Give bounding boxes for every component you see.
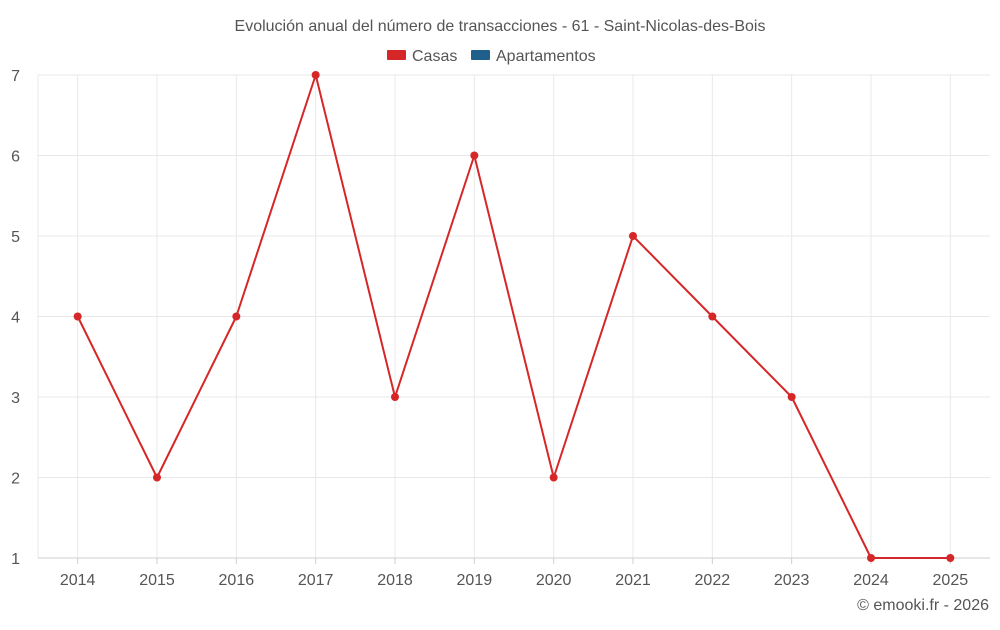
data-point-casas-2024[interactable] (867, 554, 875, 562)
x-tick-label: 2014 (60, 572, 96, 589)
chart-legend: Casas Apartamentos (387, 48, 596, 65)
data-point-casas-2014[interactable] (73, 312, 82, 321)
x-tick-label: 2018 (377, 572, 413, 589)
y-tick-label: 2 (11, 471, 20, 488)
legend-swatch-apartamentos (471, 50, 490, 60)
y-tick-label: 1 (11, 551, 20, 568)
data-point-casas-2021[interactable] (629, 232, 637, 240)
x-tick-label: 2017 (298, 572, 334, 589)
data-point-casas-2018[interactable] (391, 393, 399, 401)
x-tick-label: 2021 (615, 572, 651, 589)
legend-label-casas: Casas (412, 48, 457, 65)
data-point-casas-2016[interactable] (232, 312, 241, 321)
y-axis-tick-labels: 1 2 3 4 5 6 7 (11, 68, 20, 568)
y-tick-label: 5 (11, 229, 20, 246)
y-tick-label: 6 (11, 149, 20, 166)
x-tick-label: 2016 (219, 572, 255, 589)
data-point-casas-2015[interactable] (153, 473, 161, 482)
y-tick-label: 7 (11, 68, 20, 85)
chart-credit: © emooki.fr - 2026 (857, 597, 989, 614)
data-point-casas-2019[interactable] (470, 151, 479, 160)
y-tick-label: 3 (11, 390, 20, 407)
y-tick-label: 4 (11, 310, 20, 327)
x-axis-tick-labels: 2014 2015 2016 2017 2018 2019 2020 2021 2022 2023… (60, 572, 968, 589)
chart-title: Evolución anual del número de transaccio… (235, 18, 766, 35)
series-line-casas (76, 74, 951, 559)
x-tick-label: 2015 (139, 572, 175, 589)
data-point-casas-2017[interactable] (311, 71, 320, 79)
x-tick-label: 2025 (933, 572, 969, 589)
x-tick-label: 2023 (774, 572, 810, 589)
data-point-casas-2022[interactable] (708, 312, 717, 321)
x-tick-label: 2022 (695, 572, 731, 589)
x-tick-label: 2020 (536, 572, 572, 589)
series-casas (73, 71, 955, 562)
data-point-casas-2025[interactable] (946, 554, 955, 562)
legend-label-apartamentos: Apartamentos (496, 48, 596, 65)
data-point-casas-2023[interactable] (787, 393, 796, 401)
legend-item-apartamentos[interactable]: Apartamentos (471, 48, 596, 65)
axes (37, 75, 990, 564)
legend-item-casas[interactable]: Casas (387, 48, 457, 65)
x-tick-label: 2019 (457, 572, 493, 589)
data-point-casas-2020[interactable] (549, 473, 558, 482)
legend-swatch-casas (387, 50, 406, 60)
x-tick-label: 2024 (853, 572, 889, 589)
